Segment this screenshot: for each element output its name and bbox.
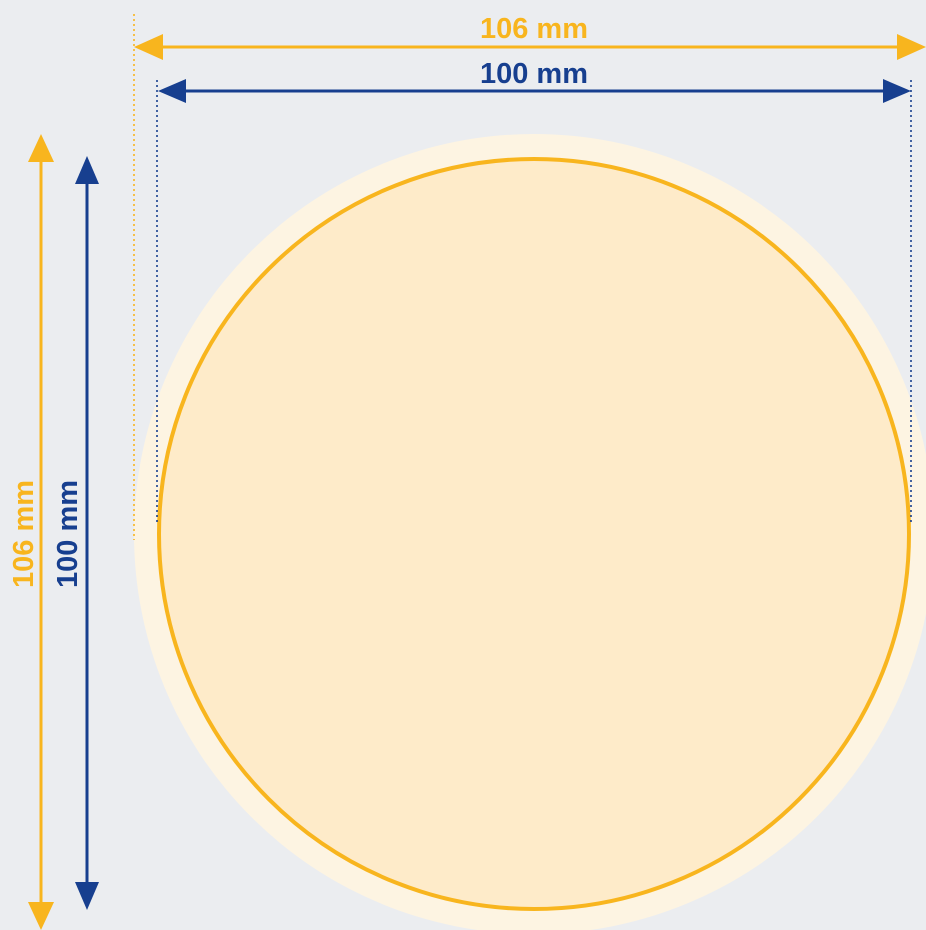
outer-height-label: 106 mm xyxy=(8,480,40,588)
inner-height-label: 100 mm xyxy=(52,480,84,588)
inner-height-arrow xyxy=(75,156,99,910)
inner-width-arrow xyxy=(158,79,911,103)
cut-line-circle xyxy=(157,157,911,911)
outer-width-label: 106 mm xyxy=(480,13,588,45)
outer-width-arrow xyxy=(134,34,926,60)
inner-width-label: 100 mm xyxy=(480,58,588,90)
outer-height-arrow xyxy=(28,134,54,930)
